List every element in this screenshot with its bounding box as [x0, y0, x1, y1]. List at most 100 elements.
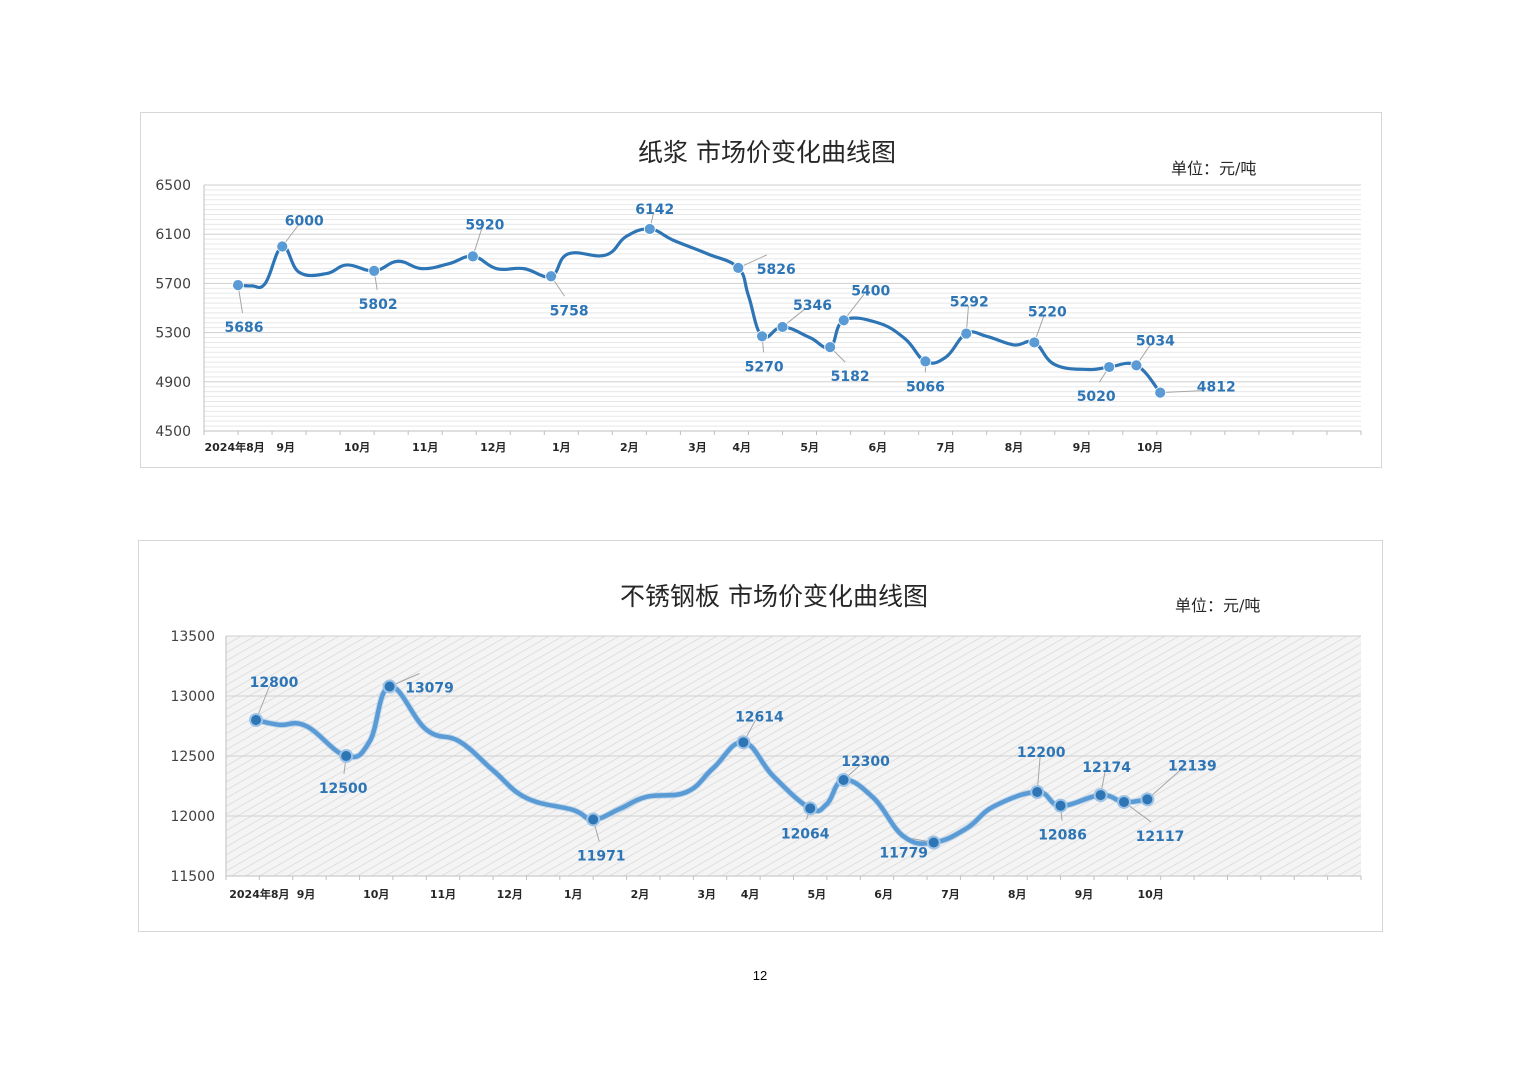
data-point-marker: [249, 713, 264, 727]
data-label: 12800: [250, 675, 299, 691]
data-label: 13079: [405, 681, 454, 697]
data-label: 5400: [851, 283, 890, 299]
x-tick-label: 3月: [688, 441, 707, 454]
data-label: 11971: [577, 848, 626, 864]
x-tick-label: 2024年8月: [204, 440, 264, 454]
y-tick-label: 4900: [155, 375, 191, 391]
data-point-marker: [643, 223, 656, 235]
x-tick-label: 7月: [941, 888, 960, 901]
data-point-marker: [339, 749, 354, 763]
data-label: 12614: [735, 709, 784, 725]
data-point-marker: [1116, 794, 1131, 809]
data-label: 12500: [319, 781, 368, 797]
data-label: 5270: [745, 359, 784, 375]
data-label: 5220: [1028, 304, 1067, 320]
x-tick-label: 10月: [1137, 441, 1163, 454]
x-tick-label: 10月: [363, 888, 389, 901]
y-tick-label: 13500: [170, 629, 215, 645]
data-point-marker: [919, 355, 932, 368]
x-tick-label: 1月: [552, 441, 571, 454]
x-tick-label: 4月: [741, 888, 760, 901]
data-label: 5826: [757, 262, 796, 278]
data-label: 5182: [831, 369, 870, 385]
data-label: 5920: [465, 217, 504, 233]
data-point-marker: [776, 321, 789, 333]
pulp-chart-svg: 纸浆 市场价变化曲线图 单位：元/吨 4500 4900 5300 5700 6100 6…: [155, 138, 1362, 454]
data-point-marker: [368, 264, 381, 277]
x-tick-label: 4月: [732, 441, 751, 454]
data-point-marker: [1093, 788, 1108, 803]
chart-title: 纸浆 市场价变化曲线图: [638, 138, 896, 167]
data-point-marker: [1053, 798, 1068, 813]
data-point-marker: [732, 262, 745, 274]
unit-label: 单位：元/吨: [1175, 596, 1260, 615]
steel-plot-area: 11500 12000 12500 13000 13500 2024年8月 9月 10月 11月…: [170, 629, 1362, 901]
x-tick-label: 2月: [631, 888, 650, 901]
x-tick-label: 5月: [808, 888, 827, 901]
x-tick-label: 2月: [620, 441, 639, 454]
data-label: 12174: [1082, 760, 1131, 776]
data-label-leader: [1160, 390, 1203, 394]
x-tick-label: 2024年8月: [229, 887, 289, 901]
x-tick-label: 3月: [697, 888, 716, 901]
data-point-marker: [837, 314, 850, 327]
pulp-plot-area: 4500 4900 5300 5700 6100 6500 2024年8月 9月 10月 11月 1…: [155, 178, 1362, 454]
data-label: 6000: [285, 214, 324, 230]
y-tick-label: 5700: [155, 276, 191, 292]
data-point-marker: [824, 341, 837, 354]
y-tick-label: 11500: [170, 869, 215, 885]
data-label-leader: [1147, 768, 1182, 800]
x-tick-label: 12月: [480, 441, 506, 454]
data-point-marker: [736, 735, 751, 750]
data-label: 5758: [550, 303, 589, 319]
x-tick-label: 8月: [1005, 441, 1024, 454]
data-point-marker: [1103, 361, 1116, 373]
x-tick-label: 5月: [800, 441, 819, 454]
x-tick-label: 6月: [868, 441, 887, 454]
data-label: 12300: [841, 754, 890, 770]
data-label: 5686: [225, 320, 264, 336]
y-tick-label: 4500: [155, 424, 191, 440]
page-number: 12: [752, 968, 768, 983]
y-tick-label: 12500: [170, 749, 215, 765]
data-label: 6142: [635, 202, 674, 218]
x-tick-label: 9月: [1073, 441, 1092, 454]
data-point-marker: [756, 330, 768, 343]
data-point-marker: [1028, 336, 1041, 349]
data-point-marker: [382, 679, 397, 694]
x-tick-label: 1月: [564, 888, 583, 901]
x-tick-label: 10月: [344, 441, 370, 454]
data-label: 5066: [906, 379, 945, 395]
data-label: 12117: [1136, 829, 1185, 845]
y-tick-label: 13000: [170, 689, 215, 705]
pulp-price-chart: 纸浆 市场价变化曲线图 单位：元/吨 4500 4900 5300 5700 6100 6…: [140, 112, 1382, 468]
stainless-steel-price-chart: 不锈钢板 市场价变化曲线图 单位：元/吨 11500 12000 12500 1300…: [138, 540, 1383, 932]
data-point-marker: [1154, 386, 1167, 399]
series-line: [236, 227, 1162, 395]
x-tick-label: 8月: [1008, 888, 1027, 901]
data-label: 12200: [1017, 745, 1066, 761]
x-tick-label: 12月: [497, 888, 523, 901]
x-tick-label: 9月: [276, 441, 295, 454]
y-tick-label: 6500: [155, 178, 191, 194]
x-tick-label: 9月: [1075, 888, 1094, 901]
x-tick-label: 11月: [430, 888, 456, 901]
data-label: 5034: [1136, 333, 1175, 349]
data-point-marker: [586, 812, 601, 827]
data-point-marker: [803, 801, 818, 816]
y-tick-label: 5300: [155, 326, 191, 342]
data-label: 12139: [1168, 758, 1217, 774]
x-tick-label: 11月: [412, 441, 438, 454]
data-point-marker: [466, 250, 479, 263]
y-tick-label: 6100: [155, 227, 191, 243]
x-tick-label: 10月: [1138, 888, 1164, 901]
y-tick-label: 12000: [170, 809, 215, 825]
unit-label: 单位：元/吨: [1171, 159, 1256, 178]
data-label: 12086: [1038, 828, 1087, 844]
x-tick-label: 7月: [937, 441, 956, 454]
data-point-marker: [276, 240, 289, 253]
data-label: 4812: [1197, 380, 1236, 396]
data-label: 12064: [781, 826, 830, 842]
data-point-marker: [836, 773, 851, 787]
data-label: 5346: [793, 298, 832, 314]
